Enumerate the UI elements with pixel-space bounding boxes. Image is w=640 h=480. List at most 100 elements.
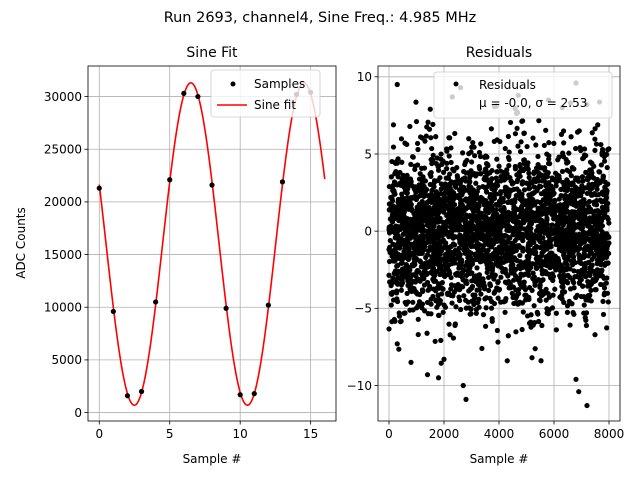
- residual-point: [386, 272, 392, 278]
- residual-point: [588, 281, 594, 287]
- residual-point: [516, 263, 522, 269]
- residual-point: [517, 300, 523, 306]
- residual-point: [397, 169, 403, 176]
- residual-point: [594, 267, 600, 273]
- residual-point: [535, 178, 541, 184]
- residual-point: [589, 262, 595, 268]
- residual-point: [386, 224, 392, 230]
- residual-point: [427, 171, 433, 177]
- residual-point: [477, 153, 484, 160]
- residual-point: [406, 246, 412, 253]
- residual-point: [406, 255, 412, 261]
- residual-point: [398, 287, 404, 293]
- residual-point: [386, 326, 392, 332]
- residual-point: [600, 175, 606, 181]
- residual-point: [468, 171, 474, 177]
- residual-point: [397, 275, 403, 282]
- residual-point: [491, 228, 497, 234]
- residual-outlier-point: [584, 402, 590, 409]
- residual-point: [594, 186, 600, 192]
- residual-point: [565, 241, 571, 247]
- residual-point: [525, 313, 531, 319]
- residual-point: [404, 290, 410, 297]
- residual-point: [520, 217, 526, 224]
- residual-point: [524, 143, 530, 150]
- residual-point: [491, 273, 498, 279]
- residual-point: [564, 181, 570, 187]
- residual-point: [424, 299, 431, 306]
- residual-point: [495, 279, 501, 286]
- residual-point: [543, 270, 549, 277]
- residual-point: [550, 186, 556, 193]
- residual-point: [561, 267, 568, 273]
- residual-point: [484, 171, 491, 177]
- residual-point: [489, 186, 495, 192]
- residual-point: [514, 206, 520, 213]
- residual-point: [593, 141, 600, 147]
- residual-point: [447, 181, 453, 187]
- residual-point: [439, 161, 445, 167]
- residual-point: [457, 252, 463, 258]
- residual-point: [568, 187, 575, 193]
- residual-point: [552, 286, 558, 292]
- sample-point: [181, 90, 187, 96]
- residual-point: [396, 346, 402, 352]
- residual-point: [478, 141, 484, 147]
- sine-fit-curve-layer: [98, 82, 326, 407]
- residual-point: [538, 183, 544, 190]
- residual-point: [394, 263, 400, 269]
- sine-fit-ytick-label: 10000: [44, 301, 82, 315]
- residual-point: [591, 163, 597, 169]
- residual-point: [484, 262, 490, 268]
- residuals-ytick-label: −5: [354, 302, 372, 316]
- residual-point: [576, 240, 583, 246]
- residual-point: [569, 180, 576, 186]
- residual-point: [474, 171, 480, 177]
- residual-point: [513, 193, 519, 199]
- residual-point: [486, 287, 492, 293]
- residual-point: [486, 179, 492, 185]
- residual-point: [489, 215, 495, 222]
- residual-point: [542, 189, 548, 195]
- residual-point: [593, 202, 600, 208]
- residual-point: [456, 212, 462, 219]
- residual-point: [438, 360, 444, 366]
- residual-point: [514, 244, 521, 250]
- residual-point: [518, 139, 524, 145]
- residual-point: [578, 217, 584, 224]
- residual-point: [536, 230, 543, 236]
- residual-point: [440, 286, 446, 292]
- residual-point: [449, 261, 455, 267]
- sine-fit-xtick-label: 0: [95, 427, 103, 441]
- residual-point: [432, 232, 438, 238]
- residual-point: [596, 237, 602, 243]
- residual-point: [566, 150, 572, 156]
- residual-point: [558, 186, 564, 193]
- residual-point: [600, 282, 607, 288]
- residuals-xtick-label: 0: [385, 427, 393, 441]
- residual-point: [532, 346, 538, 352]
- residual-point: [529, 287, 535, 293]
- residual-point: [543, 286, 549, 292]
- residual-point: [576, 252, 582, 258]
- residual-point: [604, 151, 610, 158]
- residual-point: [386, 183, 392, 190]
- residual-point: [602, 244, 609, 250]
- residual-point: [531, 303, 537, 309]
- residual-point: [605, 299, 611, 305]
- residual-point: [526, 185, 532, 192]
- residual-point: [598, 216, 604, 222]
- residual-point: [498, 274, 504, 280]
- residual-point: [545, 290, 551, 297]
- residual-point: [391, 253, 397, 259]
- residual-point: [395, 251, 401, 257]
- residual-point: [513, 329, 519, 335]
- residual-point: [519, 179, 526, 185]
- residual-point: [419, 182, 425, 188]
- residual-point: [566, 247, 572, 253]
- residual-point: [545, 311, 551, 317]
- residual-point: [458, 224, 464, 230]
- residual-point: [462, 196, 469, 202]
- residual-point: [430, 121, 436, 127]
- residual-point: [396, 208, 402, 214]
